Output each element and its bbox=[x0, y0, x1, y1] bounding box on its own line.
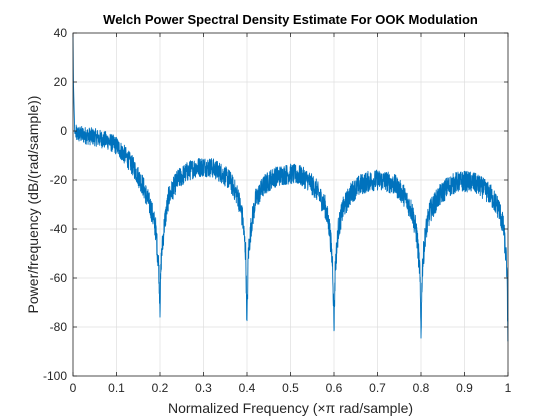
x-tick-label: 0.5 bbox=[282, 381, 299, 395]
x-axis-label: Normalized Frequency (×π rad/sample) bbox=[168, 400, 413, 416]
y-tick-label: -20 bbox=[50, 173, 68, 187]
x-tick-label: 0.3 bbox=[195, 381, 212, 395]
y-tick-label: 0 bbox=[60, 124, 67, 138]
chart-title: Welch Power Spectral Density Estimate Fo… bbox=[103, 12, 478, 27]
x-tick-label: 0.8 bbox=[413, 381, 430, 395]
x-tick-label: 1 bbox=[505, 381, 512, 395]
x-tick-label: 0.7 bbox=[369, 381, 386, 395]
x-axis-ticks: 0 0.1 0.2 0.3 0.4 0.5 0.6 0.7 0.8 0.9 1 bbox=[70, 33, 512, 395]
x-tick-label: 0.2 bbox=[152, 381, 169, 395]
x-tick-label: 0.1 bbox=[108, 381, 125, 395]
y-tick-label: 20 bbox=[54, 75, 68, 89]
psd-line-path bbox=[72, 32, 509, 342]
y-axis-ticks: -100 -80 -60 -40 -20 0 20 40 bbox=[43, 26, 508, 383]
y-tick-label: -40 bbox=[50, 222, 68, 236]
x-tick-label: 0.4 bbox=[239, 381, 256, 395]
x-tick-label: 0 bbox=[70, 381, 77, 395]
x-tick-label: 0.9 bbox=[456, 381, 473, 395]
y-axis-label: Power/frequency (dB/(rad/sample)) bbox=[25, 96, 41, 314]
y-tick-label: 40 bbox=[54, 26, 68, 40]
y-tick-label: -60 bbox=[50, 271, 68, 285]
y-tick-label: -80 bbox=[50, 320, 68, 334]
y-tick-label: -100 bbox=[43, 369, 67, 383]
psd-series-line bbox=[72, 32, 509, 342]
x-tick-label: 0.6 bbox=[326, 381, 343, 395]
